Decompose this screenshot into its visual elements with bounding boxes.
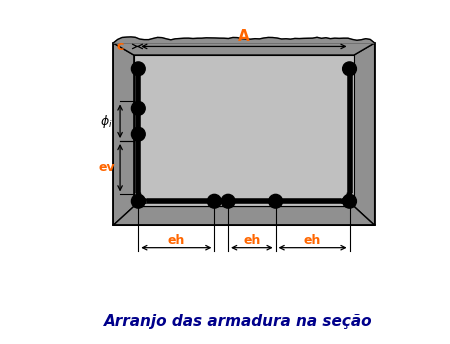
Circle shape bbox=[131, 127, 145, 141]
Circle shape bbox=[269, 194, 283, 208]
Circle shape bbox=[342, 62, 356, 76]
Polygon shape bbox=[113, 37, 375, 43]
Text: A: A bbox=[238, 29, 250, 44]
Circle shape bbox=[131, 62, 145, 76]
Text: eh: eh bbox=[243, 234, 261, 247]
Circle shape bbox=[207, 194, 221, 208]
Bar bbox=[134, 55, 354, 206]
Polygon shape bbox=[113, 43, 375, 55]
Polygon shape bbox=[113, 206, 375, 225]
Circle shape bbox=[221, 194, 235, 208]
Circle shape bbox=[342, 194, 356, 208]
Circle shape bbox=[131, 194, 145, 208]
Text: c: c bbox=[117, 40, 124, 53]
Polygon shape bbox=[113, 43, 134, 225]
Text: eh: eh bbox=[304, 234, 321, 247]
Text: ev: ev bbox=[98, 161, 115, 174]
Text: Arranjo das armadura na seção: Arranjo das armadura na seção bbox=[104, 313, 373, 329]
Polygon shape bbox=[354, 43, 375, 225]
Text: $\phi_i$: $\phi_i$ bbox=[100, 113, 112, 130]
Text: eh: eh bbox=[168, 234, 185, 247]
Circle shape bbox=[131, 101, 145, 115]
